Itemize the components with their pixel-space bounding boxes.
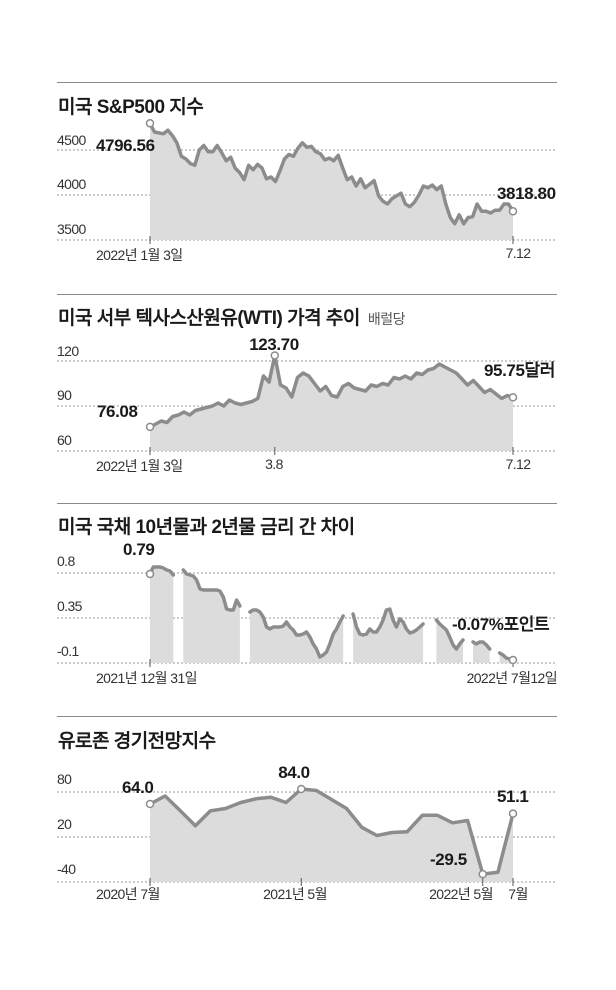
data-point-marker <box>145 799 155 809</box>
x-tick-label: 2021년 12월 31일 <box>96 670 198 686</box>
data-label-end: 3818.80 <box>497 184 556 203</box>
area-fill <box>150 355 513 451</box>
data-point-marker <box>478 869 487 879</box>
x-tick-label: 2022년 1월 3일 <box>96 247 183 263</box>
series-line <box>148 787 515 876</box>
data-label-start: 4796.56 <box>96 136 155 155</box>
divider <box>57 82 557 83</box>
divider <box>57 503 557 504</box>
y-tick-label: 120 <box>57 343 79 359</box>
divider <box>57 294 557 295</box>
data-label-end: -0.07%포인트 <box>452 615 550 634</box>
x-tick-label: 3.8 <box>265 456 283 472</box>
series-line <box>351 607 425 637</box>
data-point-marker <box>508 393 518 402</box>
y-tick-label: -40 <box>57 861 76 877</box>
x-tick-label: 2022년 1월 3일 <box>96 458 183 474</box>
data-point-marker <box>297 784 306 794</box>
y-tick-label: 3500 <box>57 221 86 237</box>
y-tick-label: 4000 <box>57 176 86 192</box>
series-line <box>148 353 515 429</box>
area-fill <box>150 567 174 663</box>
y-tick-label: 80 <box>57 771 72 787</box>
y-tick-label: -0.1 <box>57 643 79 659</box>
area-fill <box>436 620 463 663</box>
data-label-peak: 123.70 <box>249 335 299 354</box>
y-tick-label: 20 <box>57 816 72 832</box>
series-line <box>471 640 492 651</box>
data-label-start: 0.79 <box>123 540 155 559</box>
title-text: 미국 서부 텍사스산원유(WTI) 가격 추이 <box>58 308 360 329</box>
data-label-low: -29.5 <box>430 850 467 869</box>
divider <box>57 716 557 717</box>
x-tick-label: 7.12 <box>505 456 531 472</box>
x-tick-label: 7월 <box>508 886 528 902</box>
x-tick-label: 2020년 7월 <box>96 886 160 902</box>
area-fill <box>150 123 513 240</box>
y-tick-label: 0.35 <box>57 598 82 614</box>
data-label-peak: 84.0 <box>278 763 310 782</box>
y-tick-label: 60 <box>57 432 72 448</box>
y-tick-label: 4500 <box>57 132 86 148</box>
x-tick-label: 2022년 7월12일 <box>466 670 558 686</box>
data-label-start: 64.0 <box>122 778 154 797</box>
data-point-marker <box>145 422 155 432</box>
data-point-marker <box>508 809 518 818</box>
data-point-marker <box>145 569 155 579</box>
data-label-start: 76.08 <box>97 402 138 421</box>
x-tick-label: 2022년 5월 <box>429 886 493 902</box>
data-point-marker <box>270 351 280 360</box>
series-line <box>148 565 176 577</box>
y-tick-label: 90 <box>57 387 72 403</box>
area-fill <box>473 642 490 663</box>
x-tick-label: 2021년 5월 <box>263 886 327 902</box>
y-tick-label: 0.8 <box>57 553 75 569</box>
data-point-marker <box>145 119 155 128</box>
x-tick-label: 7.12 <box>505 245 531 261</box>
area-fill <box>183 570 240 663</box>
chart-title-sp500: 미국 S&P500 지수 <box>58 97 204 118</box>
data-point-marker <box>508 207 518 216</box>
data-point-marker <box>508 655 518 665</box>
series-line <box>434 618 465 651</box>
chart-title-eurozone: 유로존 경기전망지수 <box>58 731 216 752</box>
unit-label: 배럴당 <box>367 311 406 327</box>
series-line <box>148 121 515 226</box>
area-fill <box>353 609 424 663</box>
series-line <box>248 608 345 659</box>
chart-title-yield-spread: 미국 국채 10년물과 2년물 금리 간 차이 <box>58 517 355 538</box>
data-label-end: 95.75달러 <box>484 361 556 380</box>
series-line <box>181 568 242 612</box>
area-fill <box>150 789 513 882</box>
chart-title-wti: 미국 서부 텍사스산원유(WTI) 가격 추이 배럴당 <box>58 303 405 330</box>
data-label-end: 51.1 <box>497 787 529 806</box>
